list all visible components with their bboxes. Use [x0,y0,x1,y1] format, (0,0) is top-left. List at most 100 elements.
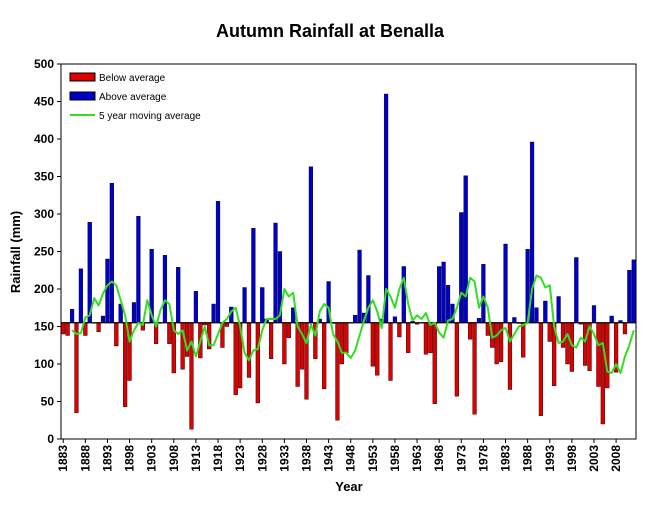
bar-above-average [211,303,216,323]
bar-above-average [366,275,371,323]
x-tick-label: 1923 [233,445,247,472]
x-tick-label: 1948 [344,445,358,472]
bar-below-average [74,322,79,413]
x-axis-label: Year [335,479,362,494]
bar-above-average [176,267,181,323]
legend-above-label: Above average [99,92,167,103]
x-tick-label: 1993 [543,445,557,472]
bar-below-average [299,322,305,370]
bar-below-average [507,322,513,390]
bar-below-average [397,322,402,338]
bar-above-average [591,305,597,323]
x-tick-label: 1928 [255,445,269,472]
bar-below-average [339,322,344,365]
bar-above-average [631,259,636,323]
bar-above-average [273,222,278,323]
bar-above-average [242,287,247,323]
bar-below-average [167,322,172,344]
bar-above-average [100,315,106,323]
bar-above-average [463,175,468,323]
y-tick-label: 300 [34,207,54,221]
x-tick-label: 2008 [609,445,623,472]
x-tick-label: 1943 [322,445,336,472]
y-tick-label: 250 [34,245,54,259]
bar-above-average [609,315,614,323]
x-tick-label: 2003 [587,445,601,472]
y-tick-label: 50 [41,395,55,409]
bar-above-average [534,307,539,323]
bar-below-average [388,322,393,381]
bar-below-average [123,322,128,407]
x-tick-label: 1888 [78,445,92,472]
legend-moving-label: 5 year moving average [99,111,201,122]
bar-below-average [282,322,287,365]
bar-above-average [503,243,508,323]
bar-above-average [476,318,482,323]
bar-below-average [538,322,543,416]
legend-above-swatch [69,91,96,101]
bar-above-average [445,285,451,323]
bar-below-average [423,322,428,355]
x-tick-label: 1918 [211,445,225,472]
x-tick-label: 1968 [432,445,446,472]
y-tick-label: 150 [34,320,54,334]
bar-below-average [521,322,526,358]
x-tick-label: 1973 [454,445,468,472]
bar-above-average [401,266,406,323]
bar-below-average [432,322,437,404]
plot-area: 0 50 100 150 200 250 300 350 400 450 500 1883 1888 18… [34,57,637,472]
bar-above-average [392,316,398,323]
bar-above-average [441,261,446,323]
bar-above-average [543,300,548,323]
bar-above-average [353,315,358,323]
bar-below-average [605,322,610,389]
x-tick-label: 1883 [56,445,70,472]
bar-below-average [560,322,566,348]
bar-below-average [322,322,327,389]
x-tick-label: 1983 [499,445,513,472]
bar-below-average [622,322,628,335]
x-tick-label: 1963 [410,445,424,472]
legend: Below average Above average 5 year movin… [69,72,201,122]
bar-below-average [494,322,499,365]
y-tick-label: 200 [34,282,54,296]
bar-above-average [357,249,362,323]
bar-below-average [65,322,70,336]
x-tick-label: 1938 [299,445,313,472]
moving-average-line [71,274,635,374]
y-tick-label: 500 [34,57,54,71]
bar-above-average [627,270,632,323]
x-tick-label: 1998 [565,445,579,472]
bar-below-average [583,322,588,366]
bar-above-average [136,216,141,323]
bar-above-average [105,258,110,323]
bar-above-average [69,309,75,323]
bar-above-average [574,257,579,323]
bar-below-average [600,322,605,425]
bar-above-average [162,255,168,323]
bar-above-average [215,201,221,323]
bar-above-average [251,228,256,323]
x-tick-label: 1903 [145,445,159,472]
bar-below-average [286,322,291,338]
bar-above-average [193,291,198,323]
x-tick-label: 1908 [167,445,181,472]
y-axis-label: Rainfall (mm) [8,211,23,293]
bar-below-average [61,322,66,335]
y-tick-label: 450 [34,95,54,109]
y-tick-label: 350 [34,170,54,184]
bar-above-average [556,296,561,323]
bar-above-average [437,266,442,323]
x-tick-label: 1953 [366,445,380,472]
bar-below-average [596,322,601,387]
bar-below-average [370,322,375,367]
bar-above-average [78,268,83,323]
bar-below-average [96,322,101,332]
x-tick-label: 1988 [521,445,535,472]
bar-above-average [260,287,265,323]
bar-below-average [547,322,552,342]
legend-below-label: Below average [99,73,166,84]
bar-below-average [114,322,119,347]
bar-below-average [375,322,380,376]
